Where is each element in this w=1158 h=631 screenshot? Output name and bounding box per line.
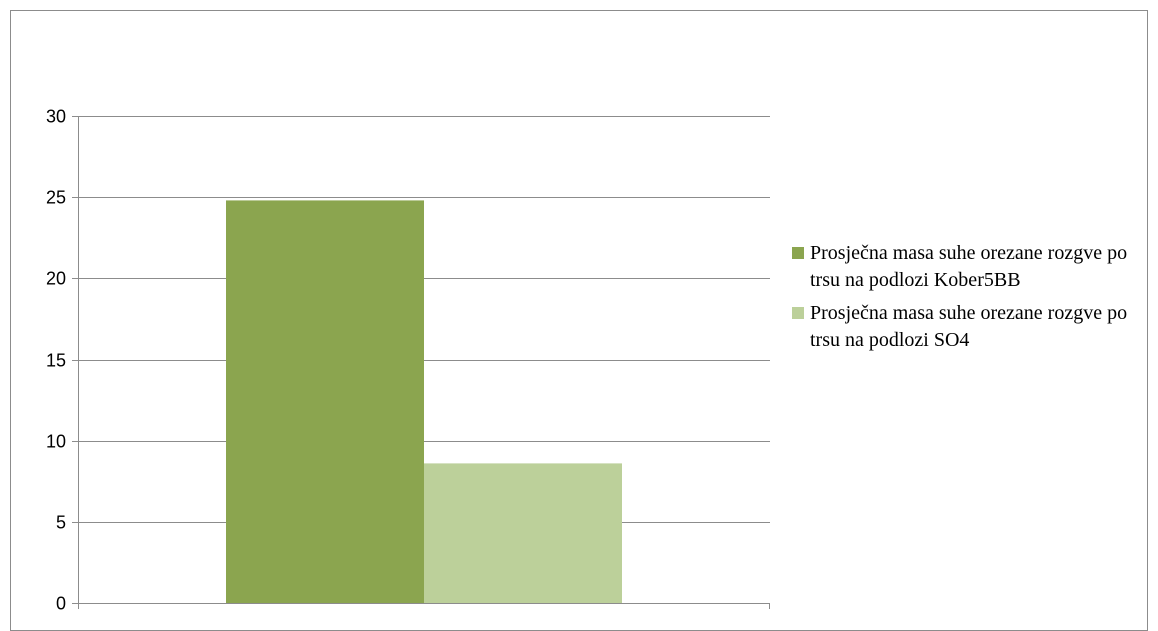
y-tick-label-25: 25 <box>46 188 66 208</box>
legend-label-kober5bb: Prosječna masa suhe orezane rozgve po tr… <box>810 242 1128 291</box>
bars <box>226 200 622 603</box>
y-tick-label-10: 10 <box>46 432 66 452</box>
y-tick-label-20: 20 <box>46 269 66 289</box>
y-tick-label-30: 30 <box>46 107 66 127</box>
legend-item-so4: Prosječna masa suhe orezane rozgve po tr… <box>792 300 1152 354</box>
legend-item-kober5bb: Prosječna masa suhe orezane rozgve po tr… <box>792 240 1152 294</box>
legend-swatch-kober5bb <box>792 247 804 259</box>
gridlines <box>78 116 770 523</box>
y-tick-label-15: 15 <box>46 351 66 371</box>
y-tick-labels: 0 5 10 15 20 25 30 <box>46 107 66 614</box>
bar-series-2 <box>424 463 622 603</box>
y-tick-label-0: 0 <box>56 594 66 614</box>
y-tick-label-5: 5 <box>56 513 66 533</box>
legend: Prosječna masa suhe orezane rozgve po tr… <box>792 240 1152 360</box>
bar-series-1 <box>226 200 424 603</box>
axes <box>72 116 770 609</box>
legend-label-so4: Prosječna masa suhe orezane rozgve po tr… <box>810 302 1128 351</box>
legend-swatch-so4 <box>792 307 804 319</box>
